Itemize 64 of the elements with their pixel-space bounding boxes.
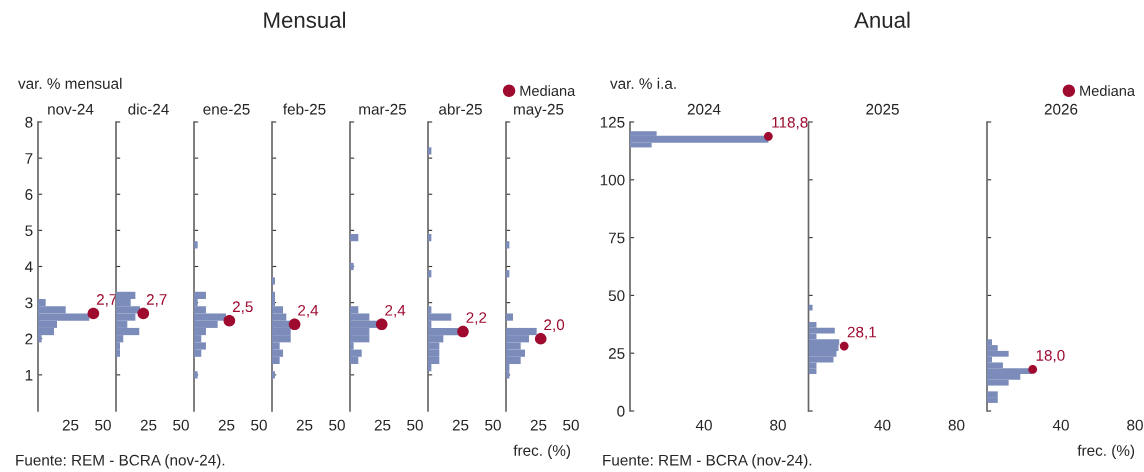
legend-label: Mediana (1080, 85, 1135, 96)
legend-label: Mediana (520, 85, 576, 96)
x-tick-label: 50 (95, 419, 111, 431)
annotation: 2,4 (298, 304, 319, 318)
y-tick-label: 50 (608, 290, 625, 302)
x-tick-label: 25 (296, 419, 313, 431)
chart-subtitle: 2024 (687, 103, 721, 115)
chart-subtitle: abr-25 (439, 103, 482, 115)
x-axis-title: frec. (%) (513, 444, 571, 459)
x-axis-title: frec. (%) (1077, 444, 1135, 459)
y-tick-label: 4 (24, 261, 33, 273)
x-tick-label: 25 (62, 419, 79, 431)
x-tick-label: 25 (218, 419, 235, 431)
y-tick-label: 25 (608, 348, 625, 359)
source-note: Fuente: REM - BCRA (nov-24). (603, 454, 812, 469)
y-tick-label: 0 (617, 405, 625, 417)
y-tick-label: 6 (25, 189, 33, 200)
y-tick-label: 3 (25, 297, 33, 309)
annotation: 28,1 (847, 326, 876, 340)
y-axis-title: var. % mensual (18, 77, 122, 89)
y-tick-label: 75 (608, 232, 625, 244)
chart-subtitle: mar-25 (359, 103, 407, 115)
y-tick-label: 1 (25, 369, 33, 381)
chart-title: Mensual (264, 11, 346, 28)
x-tick-label: 25 (530, 419, 547, 431)
x-tick-label: 50 (485, 419, 501, 431)
y-tick-label: 8 (25, 116, 33, 128)
x-tick-label: 50 (407, 419, 423, 431)
y-tick-label: 2 (25, 333, 33, 345)
annotation: 2,7 (146, 294, 167, 307)
annotation: 2,2 (466, 312, 487, 325)
chart-subtitle: nov-24 (48, 103, 94, 115)
annotation: 2,0 (544, 319, 565, 332)
x-tick-label: 50 (329, 419, 345, 431)
chart-subtitle: may-25 (514, 103, 564, 118)
x-tick-label: 25 (374, 419, 391, 431)
y-tick-label: 7 (25, 153, 33, 164)
chart-subtitle: 2025 (866, 103, 899, 115)
x-tick-label: 40 (1052, 419, 1069, 431)
annotation: 2,7 (96, 294, 117, 307)
chart-subtitle: ene-25 (203, 103, 250, 115)
chart-title: Anual (854, 11, 910, 28)
y-tick-label: 125 (600, 116, 625, 128)
annotation: 2,4 (385, 304, 406, 318)
x-tick-label: 40 (695, 419, 712, 431)
x-tick-label: 40 (874, 419, 891, 431)
annotation: 18,0 (1036, 349, 1065, 363)
chart-subtitle: 2026 (1044, 103, 1078, 115)
x-tick-label: 80 (1127, 419, 1143, 431)
x-tick-label: 50 (251, 419, 267, 431)
annotation: 2,5 (232, 301, 253, 314)
x-tick-label: 25 (140, 419, 157, 431)
y-tick-label: 5 (25, 225, 33, 237)
x-tick-label: 80 (948, 419, 965, 431)
y-tick-label: 100 (600, 174, 625, 186)
chart-subtitle: dic-24 (128, 103, 169, 115)
source-note: Fuente: REM - BCRA (nov-24). (16, 454, 225, 469)
y-axis-title: var. % i.a. (610, 77, 676, 89)
chart-subtitle: feb-25 (283, 103, 326, 115)
annotation: 118,8 (772, 116, 808, 130)
x-tick-label: 50 (563, 419, 579, 431)
x-tick-label: 50 (173, 419, 189, 431)
x-tick-label: 25 (452, 419, 469, 431)
x-tick-label: 80 (770, 419, 786, 431)
